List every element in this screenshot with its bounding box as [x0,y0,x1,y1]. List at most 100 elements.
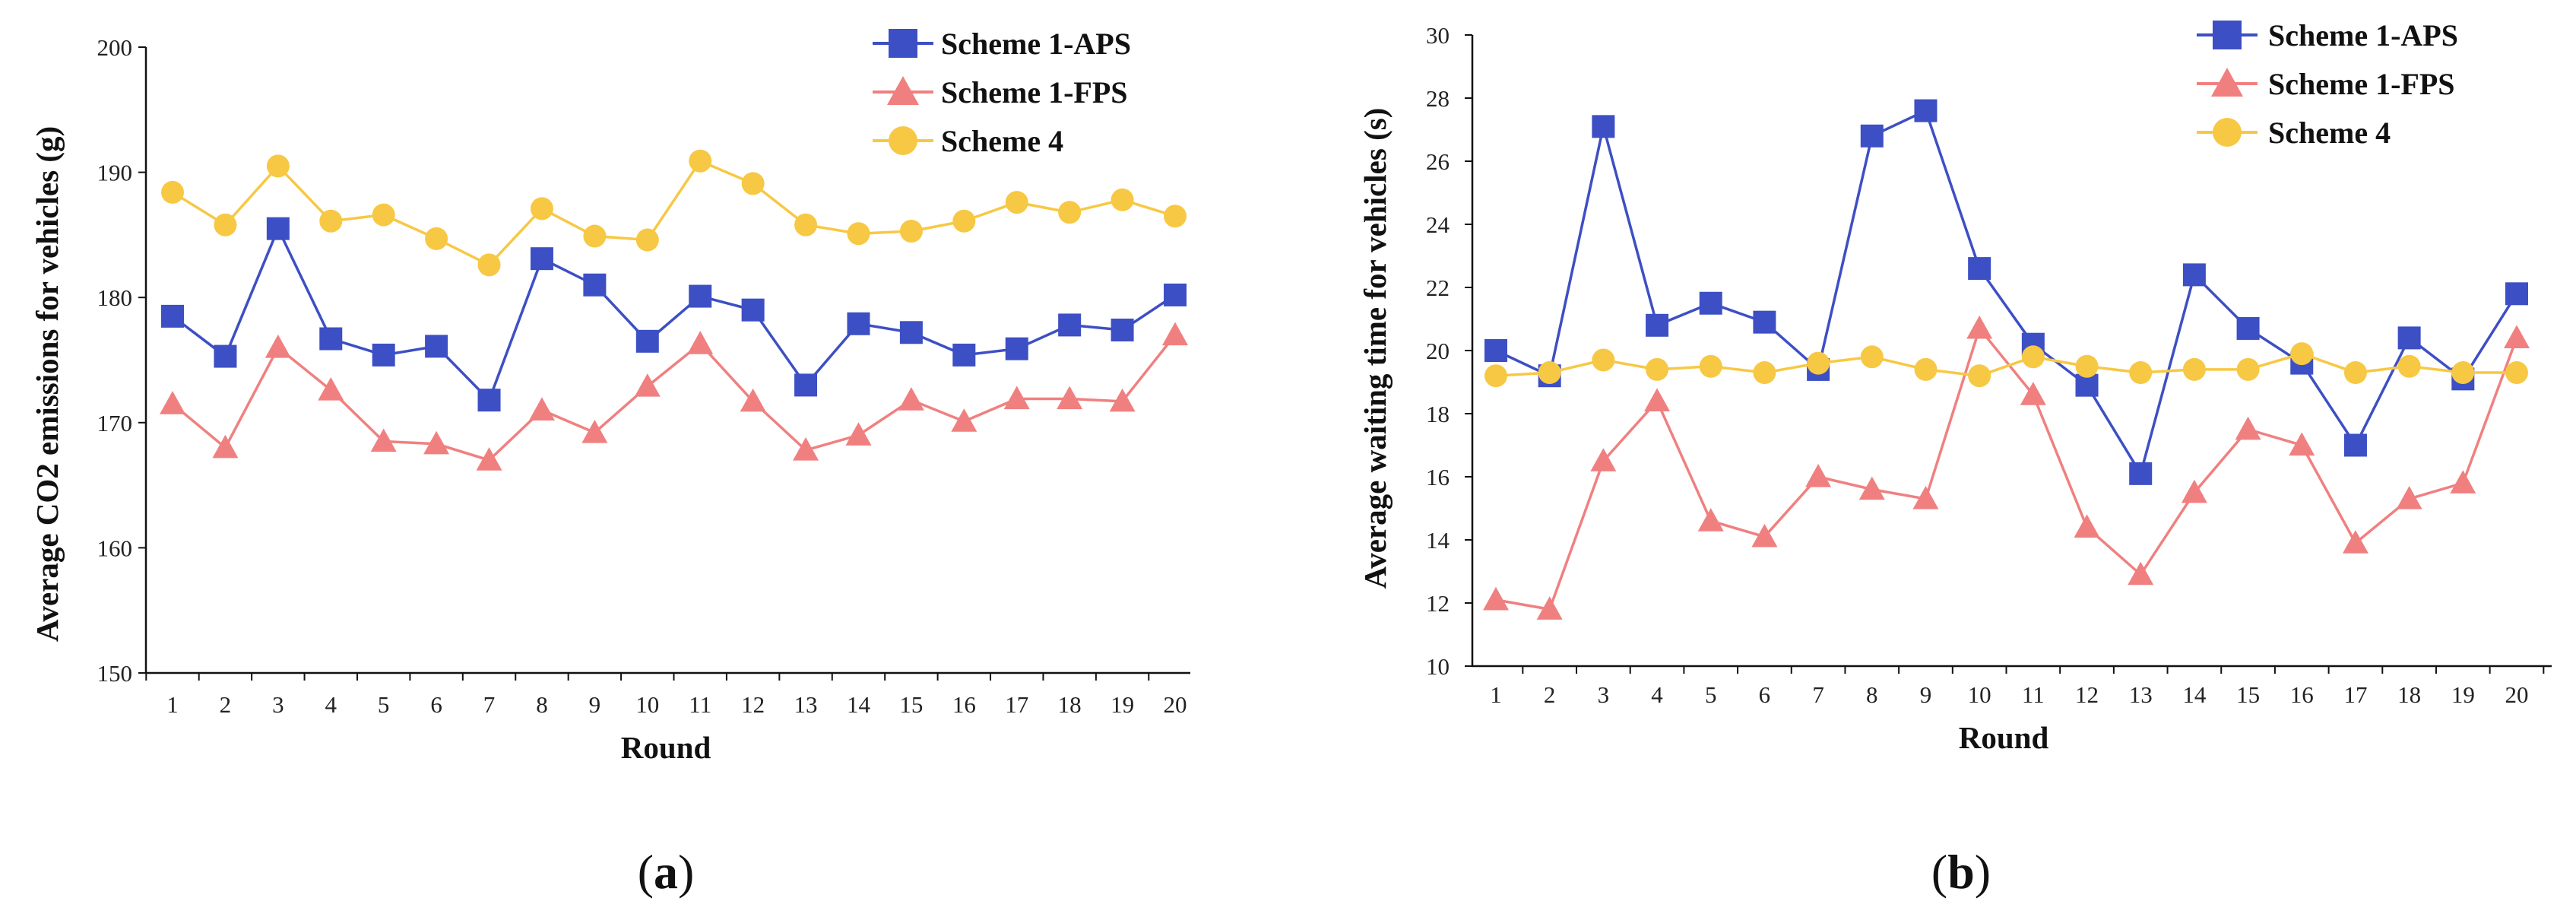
chart-b-point-scheme-4-17 [2343,361,2367,385]
chart-a-point-scheme-4-15 [899,219,923,243]
chart-b-series-scheme-4 [1484,342,2528,388]
chart-a-point-scheme-1-fps-18 [1057,386,1083,410]
chart-a-y-tick-label-160: 160 [97,535,133,561]
chart-a-point-scheme-1-aps-15 [899,321,923,344]
chart-b-x-tick-label-4: 4 [1651,681,1663,708]
chart-b-series-line-scheme-1-fps [1495,325,2518,611]
chart-b-x-tick-label-9: 9 [1920,681,1932,708]
chart-a-x-tick-label-19: 19 [1111,691,1134,718]
panel-label-a: (a) [638,845,695,899]
chart-b-point-scheme-1-fps-17 [2342,530,2368,554]
chart-b-point-scheme-4-12 [2075,354,2099,378]
chart-b-point-scheme-1-fps-18 [2396,486,2422,509]
chart-b-y-tick-label-28: 28 [1426,85,1450,112]
chart-a-axes [144,47,1190,674]
chart-b-point-scheme-1-aps-8 [1860,124,1884,148]
chart-a-point-scheme-1-aps-10 [635,329,659,353]
chart-b-point-scheme-1-fps-9 [1912,486,1939,509]
chart-a-point-scheme-1-fps-3 [265,335,291,358]
chart-a-x-tick-label-9: 9 [589,691,601,718]
chart-b-point-scheme-4-16 [2290,342,2314,366]
chart-b-point-scheme-4-6 [1753,361,1776,385]
chart-b-point-scheme-1-fps-5 [1697,508,1724,532]
chart-a-y-ticks: 150 160 170 180 190 200 [97,34,146,687]
chart-a-x-tick-label-20: 20 [1164,691,1187,718]
chart-b-point-scheme-1-aps-5 [1699,291,1722,315]
chart-a-point-scheme-1-fps-14 [845,422,872,446]
chart-b-point-scheme-4-1 [1484,364,1507,388]
chart-b-point-scheme-4-5 [1699,354,1722,378]
chart-a-point-scheme-1-aps-4 [319,327,343,351]
chart-a-x-tick-label-13: 13 [794,691,818,718]
chart-b-y-tick-label-18: 18 [1426,401,1450,427]
chart-b-point-scheme-1-fps-11 [2020,382,2046,405]
chart-b-y-tick-label-12: 12 [1426,590,1450,617]
chart-b-y-tick-label-10: 10 [1426,653,1450,680]
chart-b-point-scheme-1-aps-15 [2236,316,2260,340]
chart-a-point-scheme-1-fps-5 [370,428,397,452]
chart-b-point-scheme-1-aps-17 [2343,433,2367,457]
chart-b-point-scheme-1-aps-6 [1753,310,1776,334]
chart-b-x-tick-label-6: 6 [1759,681,1771,708]
chart-b-x-tick-label-3: 3 [1598,681,1610,708]
chart-a-point-scheme-1-fps-16 [951,408,977,432]
chart-b-y-tick-label-22: 22 [1426,275,1450,301]
chart-b-point-scheme-4-20 [2505,361,2528,385]
chart-a-x-tick-label-18: 18 [1058,691,1082,718]
chart-a-y-axis-label: Average CO2 emissions for vehicles (g) [30,126,65,642]
chart-a-point-scheme-4-12 [741,172,765,195]
chart-b-x-tick-label-10: 10 [1968,681,1991,708]
chart-b-point-scheme-1-aps-4 [1646,313,1669,337]
chart-b-y-tick-label-26: 26 [1426,148,1450,175]
chart-b-point-scheme-4-19 [2451,361,2475,385]
chart-b-point-scheme-4-8 [1860,345,1884,369]
chart-a-x-tick-label-7: 7 [483,691,496,718]
chart-b-point-scheme-1-aps-13 [2129,462,2153,485]
chart-a-x-tick-label-5: 5 [378,691,390,718]
chart-a-point-scheme-1-fps-9 [581,419,608,443]
chart-a-point-scheme-1-aps-7 [477,389,501,412]
chart-a-legend-label-scheme-4: Scheme 4 [941,124,1063,158]
chart-a-point-scheme-1-fps-6 [423,430,450,455]
chart-a-point-scheme-4-13 [794,213,818,236]
chart-b-x-tick-label-19: 19 [2451,681,2475,708]
chart-b-point-scheme-1-fps-2 [1536,596,1563,620]
chart-a-legend-marker-scheme-1-aps [889,29,917,58]
chart-a-y-tick-label-170: 170 [97,410,133,436]
chart-a-point-scheme-4-8 [530,197,553,221]
chart-a-point-scheme-1-aps-12 [741,298,765,322]
chart-a-point-scheme-1-aps-6 [425,335,448,358]
chart-a-x-tick-label-14: 14 [847,691,871,718]
chart-a-point-scheme-4-11 [689,149,712,173]
chart-a-point-scheme-4-9 [583,224,607,248]
chart-b-y-ticks: 10 12 14 16 18 20 22 24 26 28 30 [1426,22,1472,680]
chart-b-legend-label-scheme-4: Scheme 4 [2268,116,2391,150]
chart-b-series [1483,99,2530,620]
chart-a-point-scheme-4-14 [847,222,870,246]
chart-b-point-scheme-1-aps-14 [2182,263,2206,287]
chart-b-point-scheme-4-11 [2021,345,2045,369]
chart-b-legend-marker-scheme-4 [2213,118,2242,147]
chart-a-point-scheme-1-aps-1 [161,304,184,328]
chart-a-y-tick-label-180: 180 [97,284,133,311]
chart-a-point-scheme-1-fps-10 [634,373,661,397]
chart-b-series-scheme-1-fps [1483,315,2530,620]
chart-a-point-scheme-1-fps-19 [1109,388,1136,412]
chart-b-point-scheme-1-fps-1 [1483,586,1509,611]
chart-b-y-tick-label-30: 30 [1426,22,1450,49]
chart-a-point-scheme-1-aps-16 [952,343,976,367]
chart-b-point-scheme-4-4 [1646,357,1669,381]
chart-a-x-tick-label-3: 3 [272,691,284,718]
chart-a-series-line-scheme-1-aps [171,225,1176,403]
chart-a-legend: Scheme 1-APS Scheme 1-FPS Scheme 4 [873,27,1131,158]
chart-a-point-scheme-1-aps-18 [1058,313,1082,337]
chart-b-point-scheme-4-15 [2236,357,2260,381]
chart-a-series [160,149,1188,471]
chart-b-x-tick-label-18: 18 [2397,681,2421,708]
chart-a-point-scheme-1-aps-3 [266,217,290,240]
chart-a-x-tick-label-10: 10 [635,691,659,718]
chart-b-x-tick-label-13: 13 [2129,681,2153,708]
chart-a-point-scheme-1-aps-9 [583,273,607,297]
